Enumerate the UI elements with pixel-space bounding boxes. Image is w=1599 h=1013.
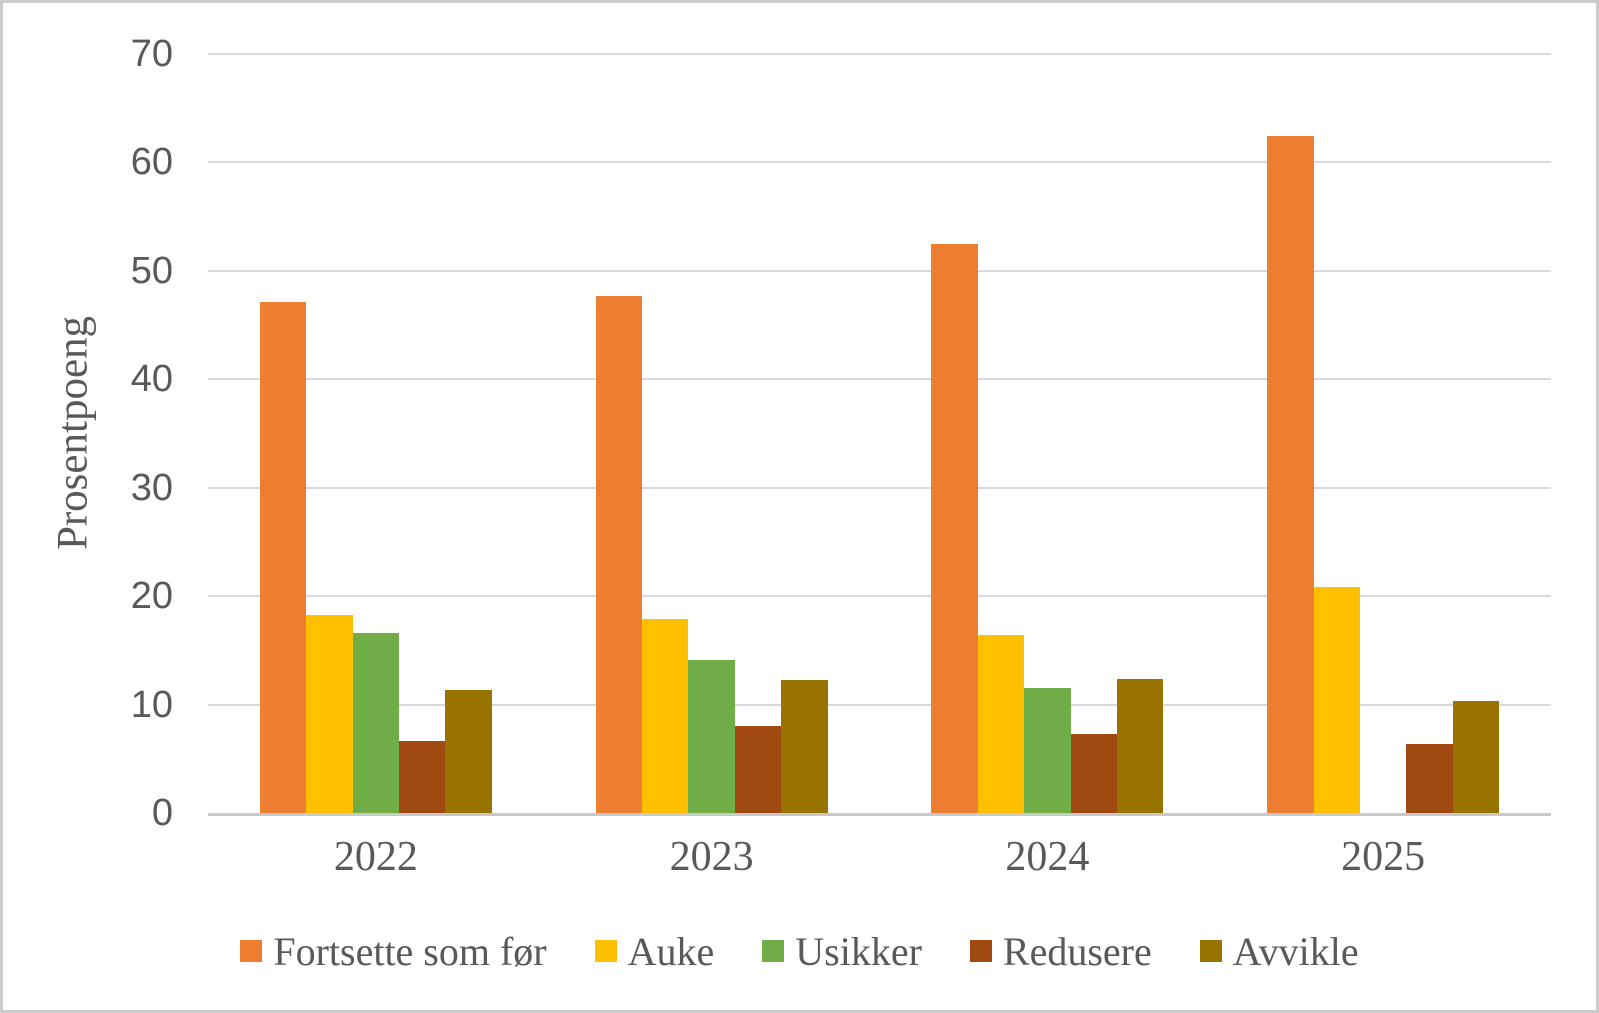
bar-2023-auke bbox=[642, 618, 689, 813]
bar-2022-usikker bbox=[352, 633, 400, 813]
gridline-20 bbox=[208, 595, 1551, 598]
legend-item-usikker: Usikker bbox=[762, 928, 922, 975]
bar-2023-avvikle bbox=[781, 679, 828, 813]
bar-2024-fortsette-som-f-r bbox=[931, 243, 978, 813]
gridline-70 bbox=[208, 53, 1551, 55]
bar-group-2022 bbox=[259, 54, 492, 813]
y-axis-ticks: 0 10 20 30 40 50 60 70 bbox=[3, 33, 173, 834]
x-category-label-2025: 2025 bbox=[1341, 834, 1426, 880]
legend-swatch-icon bbox=[762, 940, 785, 962]
bar-2024-auke bbox=[977, 635, 1025, 813]
legend-item-fortsette-som-f-r: Fortsette som før bbox=[240, 928, 547, 975]
y-tick-label-40: 40 bbox=[130, 358, 173, 401]
gridline-60 bbox=[208, 161, 1551, 164]
bar-2025-redusere bbox=[1406, 743, 1453, 813]
legend-swatch-icon bbox=[594, 940, 617, 962]
legend: Fortsette som før Auke Usikker Redusere Avvi… bbox=[3, 919, 1596, 983]
legend-swatch-icon bbox=[1199, 940, 1222, 962]
gridline-10 bbox=[208, 703, 1551, 706]
bar-2022-fortsette-som-f-r bbox=[259, 302, 307, 813]
plot-area bbox=[208, 53, 1551, 816]
y-tick-label-20: 20 bbox=[130, 575, 173, 618]
y-tick-label-50: 50 bbox=[130, 249, 173, 292]
bar-2022-avvikle bbox=[445, 690, 492, 813]
legend-item-redusere: Redusere bbox=[969, 928, 1152, 975]
y-tick-label-70: 70 bbox=[130, 33, 173, 75]
gridline-50 bbox=[208, 269, 1551, 272]
y-tick-label-30: 30 bbox=[130, 466, 173, 509]
bar-2024-redusere bbox=[1070, 733, 1117, 813]
bar-2024-usikker bbox=[1024, 688, 1071, 813]
gridline-40 bbox=[208, 378, 1551, 381]
bar-2022-auke bbox=[306, 614, 353, 813]
bar-group-2024 bbox=[931, 54, 1164, 813]
legend-item-avvikle: Avvikle bbox=[1199, 928, 1359, 975]
bar-group-2023 bbox=[595, 54, 828, 813]
legend-label: Usikker bbox=[795, 928, 922, 974]
bar-2024-avvikle bbox=[1116, 678, 1164, 813]
y-tick-label-10: 10 bbox=[130, 683, 173, 726]
bar-2023-usikker bbox=[688, 660, 735, 813]
bar-2025-auke bbox=[1313, 587, 1360, 813]
legend-swatch-icon bbox=[240, 940, 263, 962]
bar-2022-redusere bbox=[399, 741, 446, 813]
bar-2025-avvikle bbox=[1452, 701, 1500, 813]
bar-2023-redusere bbox=[734, 726, 782, 813]
legend-label: Avvikle bbox=[1232, 928, 1359, 974]
x-axis-labels: 2022 2023 2024 2025 bbox=[208, 833, 1551, 883]
bar-2025-fortsette-som-f-r bbox=[1267, 136, 1314, 813]
x-category-label-2022: 2022 bbox=[333, 834, 418, 880]
gridline-30 bbox=[208, 486, 1551, 489]
legend-label: Auke bbox=[627, 928, 715, 974]
legend-label: Fortsette som før bbox=[273, 928, 547, 974]
x-category-label-2024: 2024 bbox=[1005, 834, 1090, 880]
y-tick-label-60: 60 bbox=[130, 141, 173, 184]
x-category-label-2023: 2023 bbox=[669, 834, 754, 880]
y-tick-label-0: 0 bbox=[151, 792, 173, 834]
legend-item-auke: Auke bbox=[594, 928, 715, 975]
legend-label: Redusere bbox=[1002, 928, 1152, 974]
bar-group-2025 bbox=[1267, 54, 1500, 813]
legend-swatch-icon bbox=[969, 940, 992, 962]
bar-2023-fortsette-som-f-r bbox=[595, 295, 643, 813]
